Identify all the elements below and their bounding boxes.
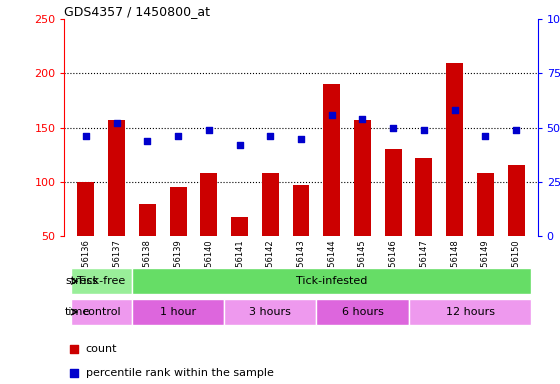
Text: stress: stress — [65, 276, 98, 286]
Bar — [323, 84, 340, 236]
Bar — [200, 173, 217, 236]
Text: time: time — [65, 307, 90, 317]
Point — [69, 370, 78, 376]
Text: Tick-infested: Tick-infested — [296, 276, 367, 286]
Bar — [354, 120, 371, 236]
Bar — [71, 299, 132, 325]
Bar — [508, 165, 525, 236]
Bar — [385, 149, 402, 236]
Point — [143, 137, 152, 144]
Text: Tick-free: Tick-free — [77, 276, 125, 286]
Point — [389, 124, 398, 131]
Bar — [231, 217, 248, 236]
Bar — [139, 204, 156, 236]
Text: 6 hours: 6 hours — [342, 307, 384, 317]
Bar — [77, 182, 94, 236]
Point — [266, 133, 275, 139]
Bar — [292, 185, 310, 236]
Bar — [132, 268, 531, 294]
Bar — [170, 187, 186, 236]
Point — [512, 127, 521, 133]
Point — [481, 133, 490, 139]
Bar — [224, 299, 316, 325]
Bar — [416, 158, 432, 236]
Point — [327, 112, 336, 118]
Bar — [108, 120, 125, 236]
Text: 1 hour: 1 hour — [160, 307, 196, 317]
Point — [297, 136, 306, 142]
Text: 3 hours: 3 hours — [249, 307, 291, 317]
Point — [174, 133, 183, 139]
Bar — [132, 299, 224, 325]
Bar — [409, 299, 531, 325]
Bar — [262, 173, 279, 236]
Point — [204, 127, 213, 133]
Point — [81, 133, 90, 139]
Text: percentile rank within the sample: percentile rank within the sample — [86, 368, 274, 378]
Point — [450, 107, 459, 113]
Point — [235, 142, 244, 148]
Point — [112, 120, 121, 126]
Point — [69, 346, 78, 352]
Bar — [446, 63, 463, 236]
Point — [358, 116, 367, 122]
Point — [419, 127, 428, 133]
Text: 12 hours: 12 hours — [446, 307, 494, 317]
Text: GDS4357 / 1450800_at: GDS4357 / 1450800_at — [64, 5, 211, 18]
Text: count: count — [86, 344, 117, 354]
Text: control: control — [82, 307, 120, 317]
Bar — [316, 299, 409, 325]
Bar — [71, 268, 132, 294]
Bar — [477, 173, 494, 236]
